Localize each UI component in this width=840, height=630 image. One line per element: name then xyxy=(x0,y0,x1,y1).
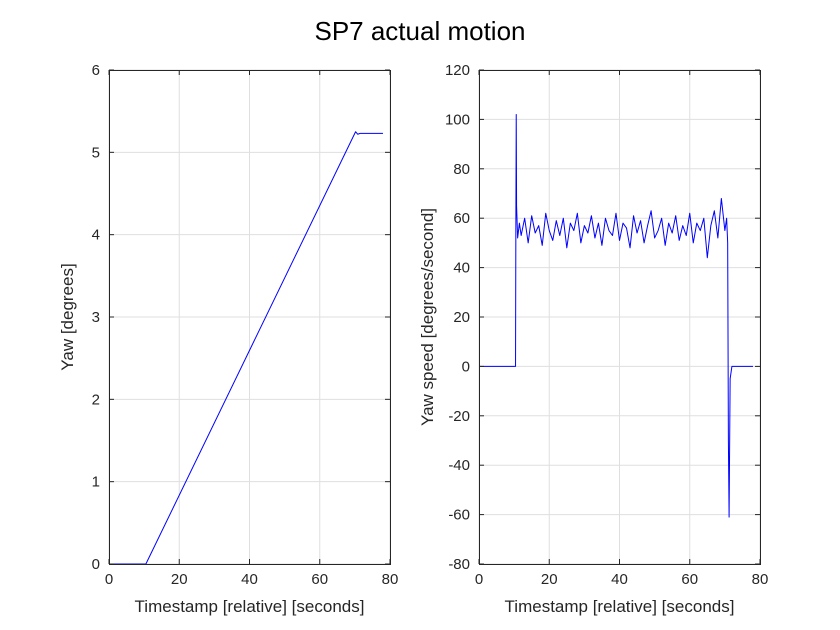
yaw-speed-x-tick-label: 0 xyxy=(475,571,483,588)
figure-title: SP7 actual motion xyxy=(314,16,525,46)
yaw-x-tick-label: 0 xyxy=(105,571,113,588)
yaw-speed-y-tick-label: 40 xyxy=(453,260,470,277)
yaw-speed-series-line xyxy=(479,113,753,518)
yaw-x-tick-label: 60 xyxy=(311,571,328,588)
yaw-speed-x-tick-label: 20 xyxy=(541,571,558,588)
yaw-y-tick-label: 4 xyxy=(92,227,100,244)
yaw-speed-y-tick-label: 60 xyxy=(453,210,470,227)
yaw-y-tick-label: 6 xyxy=(92,62,100,79)
yaw-x-tick-label: 20 xyxy=(171,571,188,588)
yaw-speed-y-tick-label: -60 xyxy=(448,507,470,524)
yaw-speed-y-tick-label: -40 xyxy=(448,457,470,474)
yaw-speed-y-tick-label: 100 xyxy=(445,111,470,128)
yaw-speed-y-tick-label: -20 xyxy=(448,408,470,425)
yaw-speed-x-tick-label: 40 xyxy=(611,571,628,588)
yaw-speed-chart: 0 20 40 60 80 -80 -60 -40 -20 0 20 40 60 80 100 120 Time… xyxy=(418,62,768,616)
yaw-x-tick-label: 80 xyxy=(382,571,399,588)
yaw-x-tick-label: 40 xyxy=(241,571,258,588)
yaw-y-tick-label: 1 xyxy=(92,474,100,491)
yaw-speed-y-tick-label: 20 xyxy=(453,309,470,326)
yaw-y-axis-label: Yaw [degrees] xyxy=(58,263,77,370)
yaw-y-tick-label: 2 xyxy=(92,391,100,408)
yaw-y-tick-label: 3 xyxy=(92,309,100,326)
yaw-y-tick-label: 5 xyxy=(92,144,100,161)
yaw-x-axis-label: Timestamp [relative] [seconds] xyxy=(135,597,365,616)
yaw-speed-x-tick-label: 80 xyxy=(752,571,769,588)
yaw-speed-y-tick-label: 80 xyxy=(453,161,470,178)
yaw-speed-x-tick-label: 60 xyxy=(681,571,698,588)
yaw-speed-y-axis-label: Yaw speed [degrees/second] xyxy=(418,208,437,426)
yaw-y-tick-label: 0 xyxy=(92,556,100,573)
yaw-speed-x-axis-label: Timestamp [relative] [seconds] xyxy=(505,597,735,616)
yaw-chart: 0 20 40 60 80 0 1 2 3 4 5 6 Timestamp [relative] [se… xyxy=(58,62,398,616)
yaw-speed-y-tick-label: 0 xyxy=(462,358,470,375)
yaw-grid xyxy=(108,69,391,565)
yaw-speed-y-tick-label: 120 xyxy=(445,62,470,79)
yaw-speed-y-tick-label: -80 xyxy=(448,556,470,573)
